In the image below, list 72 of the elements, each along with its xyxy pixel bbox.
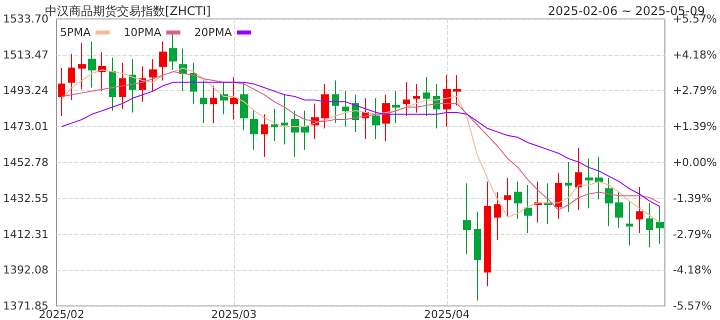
y2-tick-label: +1.39% [672, 120, 718, 134]
y-tick-label: 1513.47 [2, 48, 48, 62]
candlestick [413, 84, 420, 113]
y2-tick-label: -1.39% [672, 192, 712, 205]
candlestick [423, 76, 430, 116]
candlestick [514, 181, 522, 220]
legend-label: 5PMA [60, 26, 92, 39]
candlestick [565, 162, 572, 212]
candlestick [98, 52, 106, 92]
y-tick-label: 1473.01 [2, 120, 48, 134]
candlestick [88, 41, 96, 88]
candlestick [636, 186, 643, 234]
candlestick [250, 110, 258, 150]
candlestick [484, 181, 491, 287]
candlestick [291, 110, 299, 158]
candlestick [595, 156, 603, 200]
candlestick [474, 211, 481, 301]
candlestick [200, 80, 207, 124]
x-tick-label: 2025/02 [38, 308, 84, 320]
y2-tick-label: -5.57% [672, 300, 712, 312]
candlestick [301, 110, 309, 150]
y-tick-label: 1412.31 [2, 228, 48, 241]
candlestick [342, 90, 349, 128]
candlestick [443, 74, 451, 128]
y2-tick-label: +2.79% [672, 84, 718, 98]
candlestick [109, 56, 116, 112]
candlestick [271, 108, 278, 142]
y-tick-label: 1452.78 [2, 156, 48, 169]
candlestick [68, 53, 75, 101]
candlestick [656, 206, 664, 244]
candlestick [403, 82, 410, 116]
candlestick [494, 192, 501, 241]
candlestick [58, 68, 65, 116]
y2-tick-label: +4.18% [672, 48, 718, 62]
candlestick [453, 74, 461, 106]
candlestick [605, 178, 613, 226]
candlestick [615, 192, 623, 228]
candlestick [261, 114, 268, 158]
candlestick [159, 41, 167, 82]
x-tick-label: 2025/03 [211, 308, 257, 320]
candlestick [119, 62, 126, 110]
legend-label: 20PMA [194, 26, 232, 39]
candlestick [240, 82, 248, 131]
candlestick [626, 200, 633, 246]
candlestick [332, 80, 339, 124]
candlestick [392, 90, 400, 124]
candlestick [504, 178, 511, 218]
candlestick [372, 98, 380, 140]
candlestick [230, 76, 238, 120]
y-tick-label: 1432.55 [2, 192, 48, 205]
candlestick [575, 147, 582, 210]
y2-tick-label: -4.18% [672, 264, 712, 277]
candlestick [382, 94, 390, 142]
y2-tick-label: +0.00% [672, 156, 718, 169]
candlestick [169, 32, 177, 70]
candlestick [524, 184, 532, 234]
candlestick [555, 172, 562, 220]
y-tick-label: 1392.08 [2, 264, 48, 277]
candlestick [149, 58, 157, 92]
y2-tick-label: -2.79% [672, 228, 712, 241]
y-tick-label: 1493.24 [2, 84, 48, 98]
candlestick [281, 94, 288, 145]
candlestick [129, 58, 136, 113]
candlestick [585, 158, 593, 209]
legend-label: 10PMA [124, 26, 162, 39]
candlestick [646, 202, 653, 248]
candlestick [321, 84, 329, 129]
candlestick [463, 182, 471, 255]
candlestick [78, 42, 86, 90]
candlestick [544, 182, 552, 225]
x-tick-label: 2025/04 [424, 308, 470, 320]
candlestick [210, 85, 217, 124]
